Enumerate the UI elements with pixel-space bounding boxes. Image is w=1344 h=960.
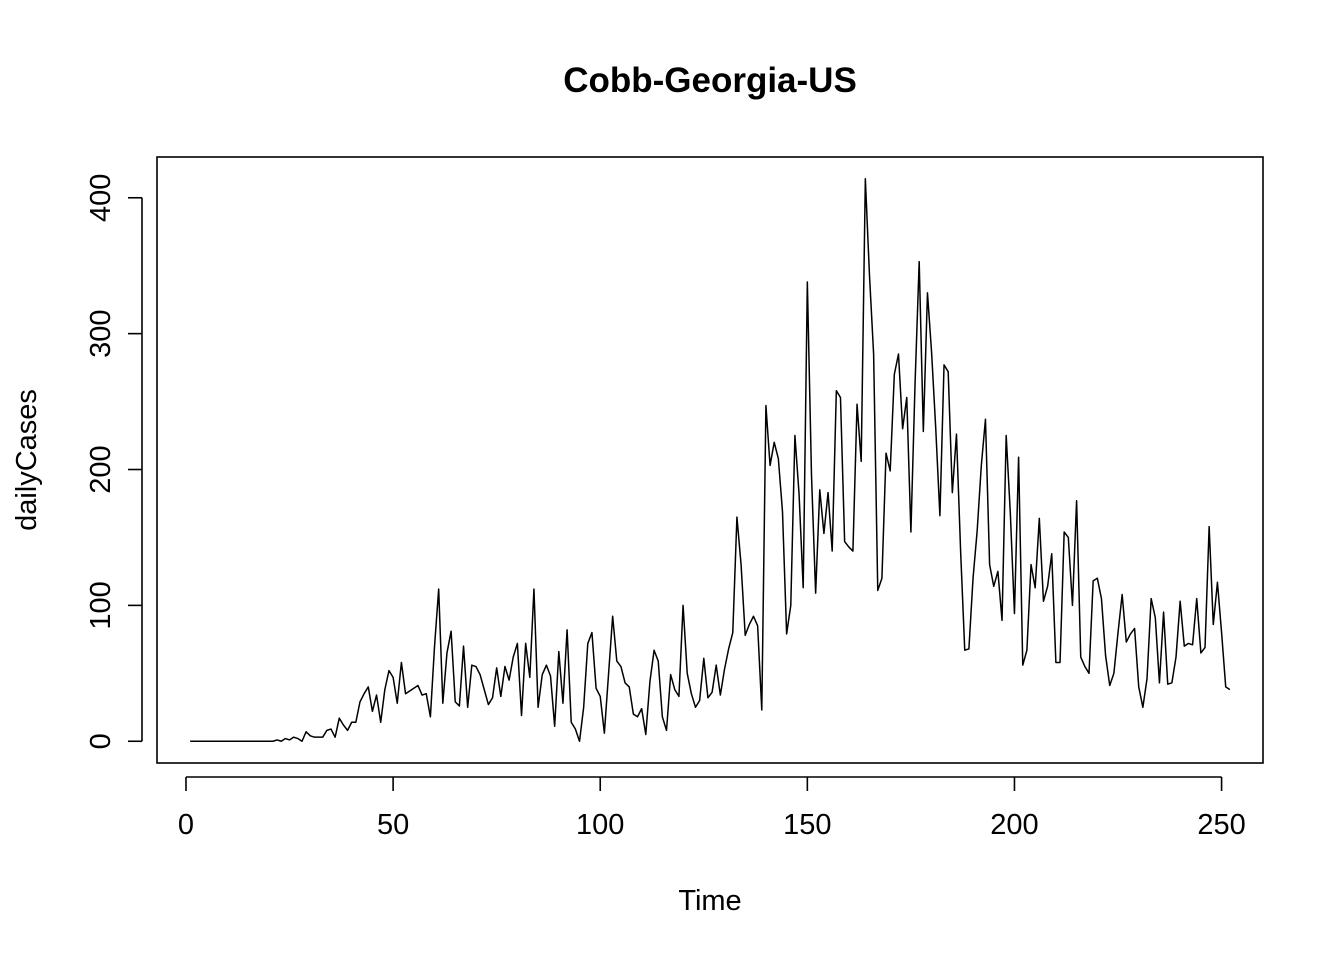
y-tick-label: 100 bbox=[85, 581, 117, 629]
y-tick-label: 0 bbox=[85, 733, 117, 749]
x-axis-label: Time bbox=[678, 885, 741, 917]
x-axis: 0 50 100 150 200 250 bbox=[178, 776, 1246, 841]
series-line-daily-cases bbox=[190, 177, 1231, 743]
y-tick-label: 300 bbox=[85, 309, 117, 357]
plot-frame bbox=[156, 156, 1264, 764]
x-tick-label: 150 bbox=[783, 809, 831, 841]
x-tick-label: 50 bbox=[377, 809, 409, 841]
y-tick-label: 200 bbox=[85, 445, 117, 493]
y-axis-label: dailyCases bbox=[11, 389, 43, 531]
x-tick-label: 100 bbox=[576, 809, 624, 841]
x-tick-label: 200 bbox=[990, 809, 1038, 841]
x-tick-label: 0 bbox=[178, 809, 194, 841]
y-tick-label: 400 bbox=[85, 174, 117, 222]
x-tick-label: 250 bbox=[1197, 809, 1245, 841]
y-axis: 0 100 200 300 400 bbox=[85, 174, 143, 749]
chart-title: Cobb-Georgia-US bbox=[563, 61, 857, 100]
